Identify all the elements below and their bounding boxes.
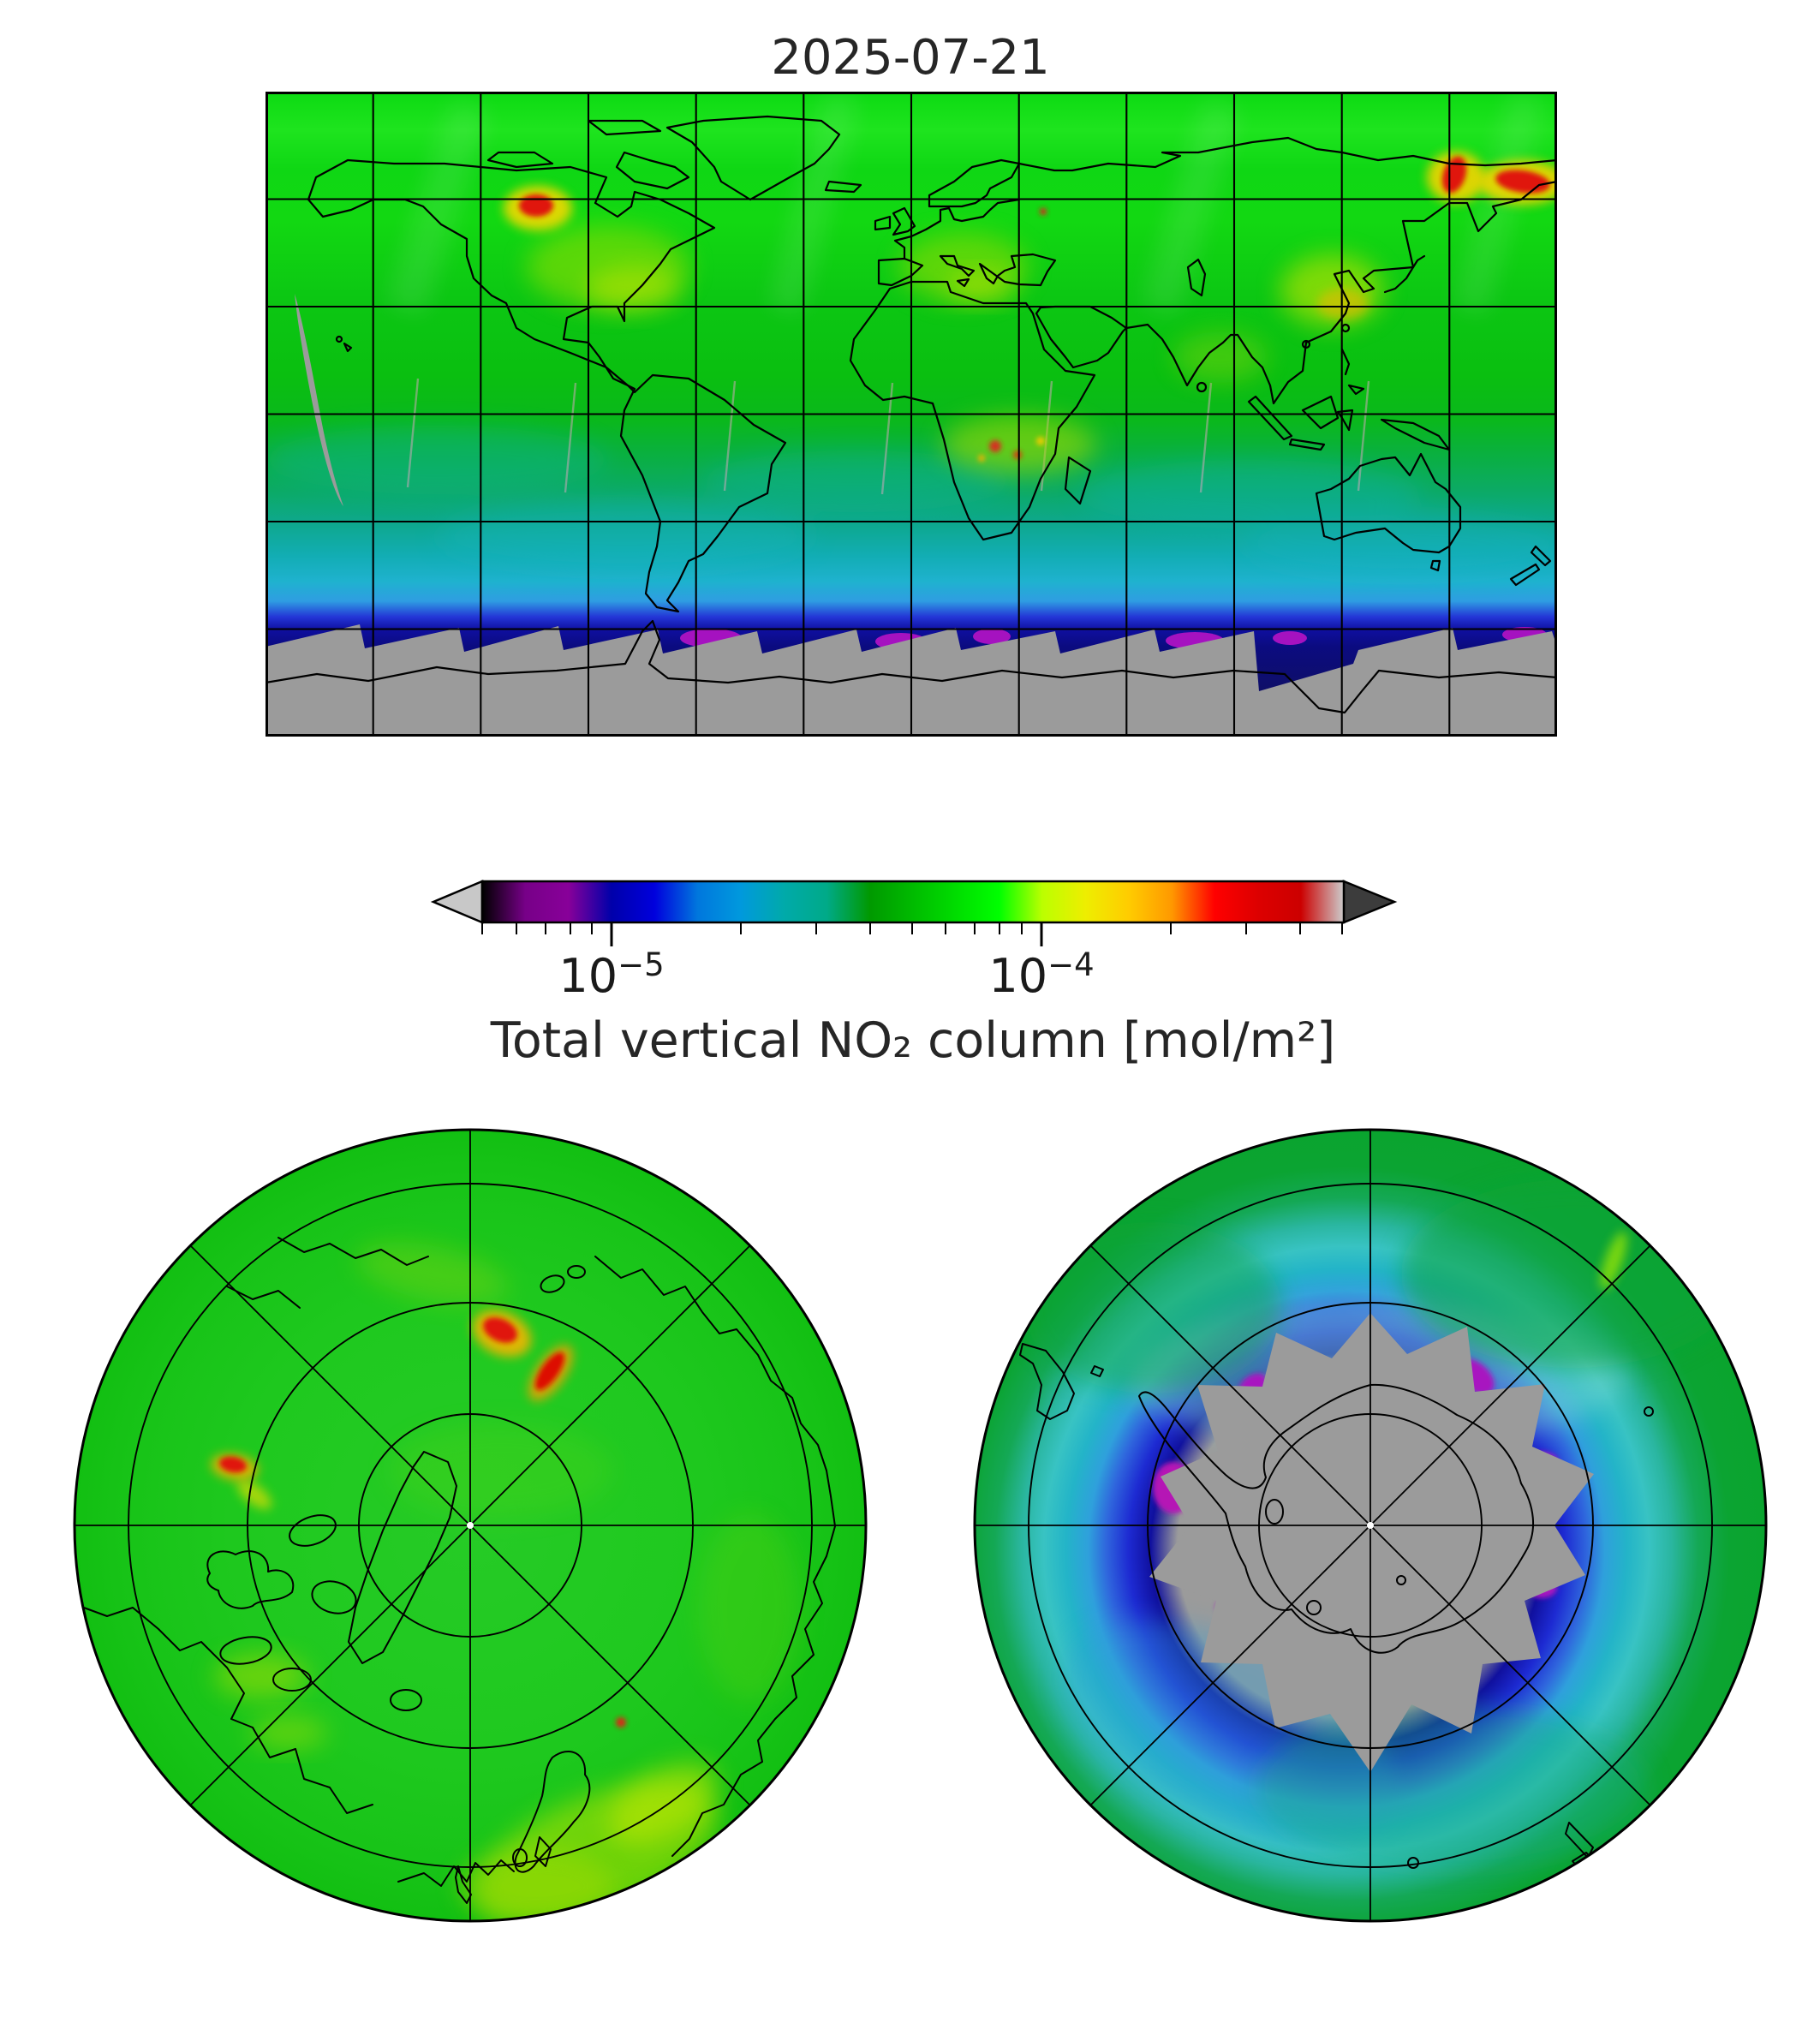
enhancement-patches (527, 226, 1383, 474)
colorbar-under-arrow (430, 880, 484, 924)
colorbar-gradient-bar (480, 880, 1346, 924)
colorbar-major-ticks (610, 922, 1043, 946)
no-data-sliver (295, 294, 343, 506)
north-polar-frame (73, 1128, 868, 1923)
colorbar-axis-label: Total vertical NO₂ column [mol/m²] (490, 1012, 1336, 1069)
world-map-raster (266, 92, 1557, 737)
tick-exponent: −4 (1047, 946, 1095, 983)
colorbar-minor-ticks (481, 922, 1343, 934)
south-polar-panel (973, 1128, 1768, 1923)
pole-point (1367, 1522, 1374, 1529)
antarctica-coastline (1138, 1383, 1535, 1654)
tick-base: 10 (988, 949, 1048, 1003)
tick-exponent: −5 (618, 946, 665, 983)
colorbar-tick-label-1e-4: 10−4 (988, 939, 1094, 1003)
coastlines (266, 115, 1557, 714)
colorbar-over-arrow (1342, 880, 1398, 924)
world-map-panel (266, 92, 1557, 737)
map-frame (266, 92, 1557, 737)
tick-base: 10 (558, 949, 618, 1003)
colorbar-tick-label-1e-5: 10−5 (558, 939, 664, 1003)
south-polar-frame (973, 1128, 1768, 1923)
pole-point (467, 1522, 474, 1529)
colorbar (430, 880, 1398, 946)
north-polar-panel (73, 1128, 868, 1923)
swath-streaks-north (385, 92, 1544, 316)
graticule (266, 92, 1557, 737)
north-polar-coastlines (75, 1237, 836, 1904)
figure-title: 2025-07-21 (771, 30, 1050, 86)
ocean-mottle (266, 426, 1557, 576)
north-polar-raster (211, 1242, 801, 1921)
swath-seam-lines (406, 378, 1370, 495)
no-data-polygon (1149, 1313, 1594, 1772)
